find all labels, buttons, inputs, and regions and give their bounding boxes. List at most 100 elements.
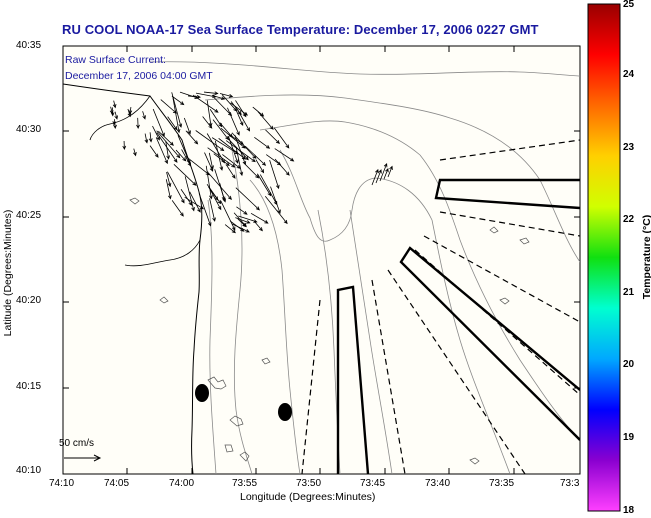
y-tick-label: 40:20 (16, 295, 42, 306)
current-vector (273, 127, 290, 149)
current-vector (156, 132, 178, 163)
current-vector (205, 165, 213, 200)
x-tick-label: 74:10 (49, 478, 75, 489)
current-vector (254, 137, 271, 149)
current-vector (222, 154, 241, 169)
current-vector (167, 171, 185, 204)
current-vector (235, 108, 244, 127)
x-axis-title: Longitude (Degrees:Minutes) (240, 491, 376, 503)
current-vector (112, 100, 117, 109)
current-vector (213, 97, 233, 117)
current-vector (195, 130, 225, 152)
bathymetry-contours (149, 61, 580, 474)
current-vector (274, 158, 290, 176)
current-vector (165, 179, 172, 200)
current-vector (238, 215, 258, 223)
current-vector (184, 176, 195, 212)
x-tick-label: 73:50 (296, 478, 322, 489)
current-vector (172, 97, 181, 134)
x-tick-label: 73:40 (425, 478, 451, 489)
current-vector (224, 224, 236, 234)
y-tick-label: 40:15 (16, 381, 42, 392)
current-vector (235, 146, 244, 177)
x-tick-label: 74:05 (104, 478, 130, 489)
colorbar-tick-label: 23 (623, 142, 635, 153)
current-vector (214, 169, 227, 203)
current-vector (136, 117, 140, 129)
current-vector (110, 107, 115, 117)
bathymetry-noise (129, 197, 530, 465)
current-vector (270, 186, 281, 214)
current-vector (235, 217, 251, 224)
current-vector (211, 95, 226, 100)
current-vector (208, 152, 214, 170)
current-vector (236, 206, 248, 215)
current-vector (375, 169, 382, 184)
x-tick-label: 73:3 (560, 478, 580, 489)
current-vector (185, 156, 210, 176)
colorbar-tick-label: 19 (623, 432, 635, 443)
current-vector (206, 133, 225, 164)
current-vector (114, 111, 119, 120)
current-vector (142, 111, 146, 120)
y-tick-label: 40:30 (16, 124, 42, 135)
x-tick-label: 73:35 (489, 478, 515, 489)
scale-vector-label: 50 cm/s (59, 438, 95, 449)
colorbar-tick-label: 25 (623, 0, 635, 10)
current-vector (183, 117, 191, 135)
current-vector (148, 132, 153, 143)
current-vector (152, 125, 160, 141)
current-vector (127, 108, 132, 118)
current-vector (202, 116, 213, 129)
current-vector (155, 137, 168, 165)
current-vector (250, 212, 269, 224)
current-vector (175, 149, 187, 162)
current-vector (167, 116, 178, 131)
current-vectors (109, 91, 393, 234)
current-vector (189, 191, 201, 213)
current-vector (225, 164, 236, 179)
scale-vector (64, 454, 102, 462)
current-vector (214, 140, 224, 171)
current-vector (371, 168, 379, 186)
current-vector (185, 130, 199, 145)
current-vector (184, 196, 205, 210)
zone-polygons (336, 178, 580, 474)
x-tick-label: 73:45 (360, 478, 386, 489)
current-vector (274, 148, 295, 162)
colorbar-tick-label: 20 (623, 359, 635, 370)
current-vector (235, 187, 260, 211)
blob (195, 384, 209, 402)
x-tick-label: 73:55 (232, 478, 258, 489)
current-vector (158, 130, 174, 146)
current-vector (212, 119, 230, 141)
current-vector (173, 164, 197, 186)
current-vector (253, 220, 263, 232)
colorbar-tick-label: 24 (623, 69, 635, 80)
coastline-bay (89, 95, 201, 267)
current-vector (257, 111, 274, 130)
dashed-lines (301, 139, 580, 474)
current-vector (255, 159, 265, 174)
current-vector (171, 95, 185, 106)
current-vector (242, 162, 260, 179)
current-vector (264, 196, 288, 225)
current-vector (128, 107, 133, 115)
coastline (63, 83, 203, 474)
current-vector (269, 159, 280, 190)
current-vector (144, 133, 149, 144)
current-vector (259, 174, 278, 206)
blob (278, 403, 292, 421)
current-vector (133, 148, 137, 157)
current-vector (112, 119, 117, 126)
current-vector (160, 99, 178, 114)
axis-ticks (62, 45, 581, 475)
colorbar-tick-label: 22 (623, 214, 635, 225)
current-vector (209, 109, 223, 128)
current-vector (227, 107, 240, 136)
current-vector (383, 167, 389, 180)
y-tick-label: 40:25 (16, 210, 42, 221)
page-title: RU COOL NOAA-17 Sea Surface Temperature:… (62, 22, 539, 37)
